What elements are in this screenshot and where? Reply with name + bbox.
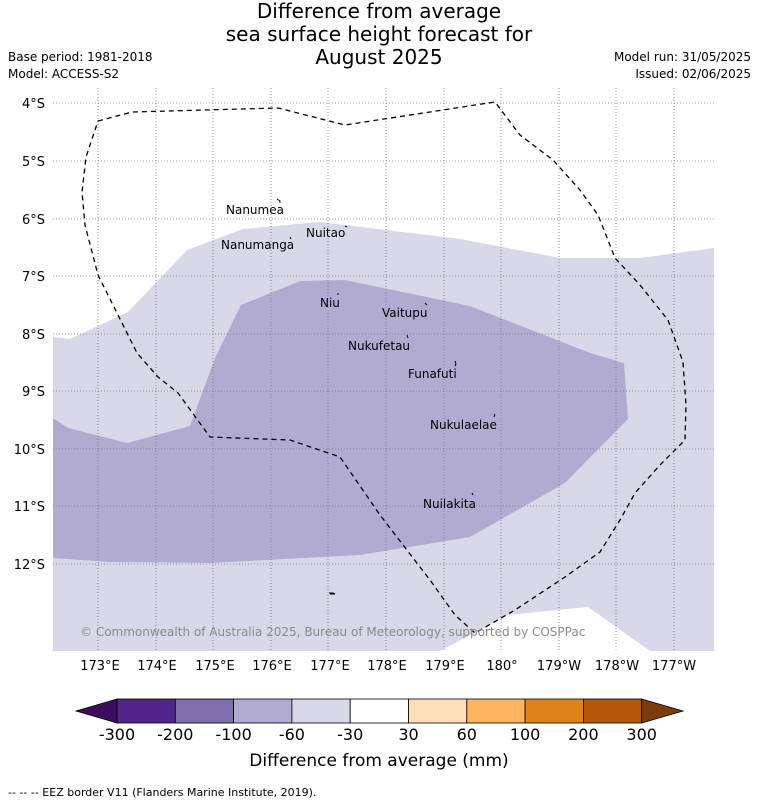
lon-label-177e: 177°E [310,659,350,674]
place-niu: Niu [320,296,340,310]
meta-left: Base period: 1981-2018 Model: ACCESS-S2 [8,49,153,83]
anomaly-medium-region [53,280,628,563]
place-funafuti: Funafuti [408,367,457,381]
colorbar-segment [524,698,584,724]
lon-label-179e: 179°E [425,659,465,674]
title-line-2: sea surface height forecast for [225,22,533,46]
meta-right: Model run: 31/05/2025 Issued: 02/06/2025 [614,49,751,83]
place-nuilakita: Nuilakita [423,497,476,511]
place-vaitupu: Vaitupu [382,306,428,320]
latitude-labels: 4°S 5°S 6°S 7°S 8°S 9°S 10°S 11°S 12°S [14,97,45,573]
colorbar-segment [233,698,293,724]
lon-label-176e: 176°E [252,659,292,674]
lat-label-9s: 9°S [22,385,45,400]
colorbar-extend-low [74,698,118,724]
lon-label-173e: 173°E [80,659,120,674]
place-nanumanga: Nanumanga [221,238,294,252]
copyright-notice: © Commonwealth of Australia 2025, Bureau… [80,625,585,639]
model-run: Model run: 31/05/2025 [613,50,751,64]
colorbar: -300 -200 -100 -60 -30 30 60 100 200 300 [74,698,685,744]
eez-footnote: -- -- -- EEZ border V11 (Flanders Marine… [8,786,317,799]
colorbar-tick-label: 100 [510,725,541,744]
colorbar-tick-label: 60 [457,725,477,744]
lat-label-10s: 10°S [14,443,45,458]
lat-label-5s: 5°S [22,155,45,170]
eez-border [81,101,687,634]
place-nukulaelae: Nukulaelae [430,418,497,432]
colorbar-tick-label: -60 [279,725,305,744]
lat-label-7s: 7°S [22,270,45,285]
graticule [53,88,714,651]
lon-label-179w: 179°W [537,659,581,674]
colorbar-segment [583,698,643,724]
lon-label-178e: 178°E [367,659,407,674]
colorbar-tick-label: -30 [337,725,363,744]
title-line-1: Difference from average [256,0,502,23]
colorbar-segment [408,698,468,724]
place-nukufetau: Nukufetau [348,339,410,353]
colorbar-tick-label: 30 [398,725,418,744]
lat-label-11s: 11°S [14,500,45,515]
colorbar-tick-label: 200 [568,725,599,744]
colorbar-tick-label: -300 [99,725,135,744]
sea-height-anomaly [53,222,714,651]
chart-title: Difference from average sea surface heig… [0,0,758,69]
lon-label-175e: 175°E [195,659,235,674]
colorbar-label: Difference from average (mm) [249,751,509,771]
colorbar-segment [174,698,235,724]
lon-label-180: 180° [486,659,517,674]
lat-label-4s: 4°S [22,97,45,112]
place-labels: Nanumea Nuitao Nanumanga Niu Vaitupu Nuk… [221,203,497,511]
issued-date: Issued: 02/06/2025 [635,67,751,81]
lat-label-12s: 12°S [14,558,45,573]
lon-label-177w: 177°W [652,659,696,674]
colorbar-segment [291,698,351,724]
place-nanumea: Nanumea [226,203,284,217]
model-name: Model: ACCESS-S2 [8,67,120,81]
title-line-3: August 2025 [315,45,443,69]
colorbar-tick-label: -200 [157,725,193,744]
colorbar-segment [466,698,526,724]
base-period: Base period: 1981-2018 [8,50,153,64]
lat-label-6s: 6°S [22,213,45,228]
colorbar-tick-label: -100 [215,725,251,744]
longitude-labels: 173°E 174°E 175°E 176°E 177°E 178°E 179°… [80,659,696,674]
lon-label-174e: 174°E [137,659,177,674]
colorbar-extend-high [641,698,685,724]
colorbar-segment [349,698,409,724]
colorbar-tick-label: 300 [626,725,657,744]
place-nuitao: Nuitao [306,226,345,240]
lon-label-178w: 178°W [595,659,639,674]
islands [276,198,496,595]
colorbar-segment [116,698,176,724]
lat-label-8s: 8°S [22,328,45,343]
